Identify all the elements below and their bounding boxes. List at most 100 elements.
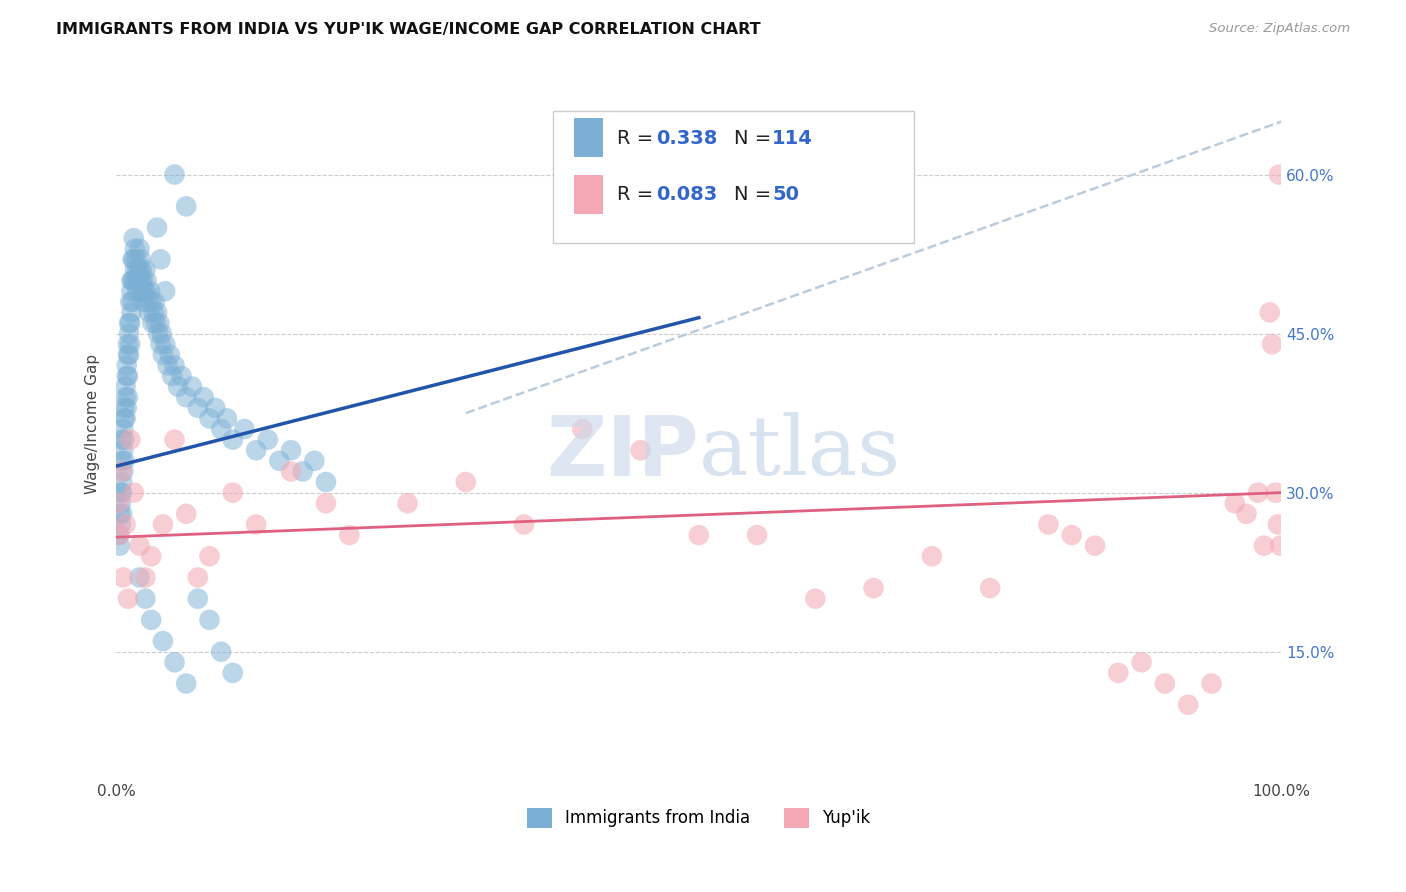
Point bbox=[280, 465, 302, 479]
Point bbox=[112, 465, 135, 479]
Point bbox=[118, 348, 141, 362]
Point bbox=[571, 422, 593, 436]
Point bbox=[108, 539, 131, 553]
Point bbox=[163, 433, 186, 447]
Point bbox=[121, 252, 143, 267]
Point bbox=[120, 284, 142, 298]
Point bbox=[134, 591, 156, 606]
Point bbox=[149, 337, 172, 351]
Point bbox=[688, 528, 710, 542]
Point bbox=[118, 326, 141, 341]
Point bbox=[124, 242, 146, 256]
Point bbox=[1261, 337, 1284, 351]
Text: N =: N = bbox=[734, 128, 778, 148]
Point bbox=[134, 284, 156, 298]
Point bbox=[138, 305, 160, 319]
Point bbox=[152, 634, 174, 648]
Point bbox=[163, 168, 186, 182]
Point bbox=[111, 454, 134, 468]
Text: R =: R = bbox=[617, 186, 659, 204]
Point bbox=[110, 496, 132, 510]
Point bbox=[146, 220, 169, 235]
Point bbox=[117, 390, 139, 404]
Point bbox=[187, 570, 209, 584]
Point bbox=[108, 528, 131, 542]
Point bbox=[121, 294, 143, 309]
Point bbox=[122, 231, 145, 245]
Point bbox=[745, 528, 768, 542]
Point bbox=[131, 284, 153, 298]
Point bbox=[120, 337, 142, 351]
Point bbox=[155, 284, 177, 298]
Point bbox=[1107, 665, 1129, 680]
Point bbox=[141, 316, 163, 330]
Point bbox=[127, 263, 149, 277]
Point bbox=[145, 316, 167, 330]
Point bbox=[222, 665, 245, 680]
Point bbox=[233, 422, 256, 436]
Point bbox=[115, 359, 138, 373]
Text: 0.083: 0.083 bbox=[655, 186, 717, 204]
Point bbox=[163, 359, 186, 373]
Point bbox=[630, 443, 652, 458]
Point bbox=[111, 465, 134, 479]
Point bbox=[215, 411, 238, 425]
Text: ZIP: ZIP bbox=[547, 411, 699, 492]
Point bbox=[1247, 485, 1270, 500]
Point bbox=[128, 539, 150, 553]
Point bbox=[128, 263, 150, 277]
Point bbox=[111, 433, 134, 447]
Point bbox=[121, 274, 143, 288]
Point bbox=[337, 528, 360, 542]
Bar bbox=[574, 119, 603, 157]
Point bbox=[256, 433, 278, 447]
Point bbox=[112, 570, 135, 584]
Point bbox=[979, 581, 1001, 595]
Text: 0.338: 0.338 bbox=[655, 128, 717, 148]
Point bbox=[148, 316, 170, 330]
Point bbox=[112, 443, 135, 458]
Text: IMMIGRANTS FROM INDIA VS YUP'IK WAGE/INCOME GAP CORRELATION CHART: IMMIGRANTS FROM INDIA VS YUP'IK WAGE/INC… bbox=[56, 22, 761, 37]
Point bbox=[120, 316, 142, 330]
Point bbox=[117, 591, 139, 606]
Point bbox=[125, 274, 148, 288]
Point bbox=[304, 454, 326, 468]
Point bbox=[132, 274, 155, 288]
Point bbox=[159, 348, 181, 362]
Point bbox=[143, 294, 166, 309]
Point bbox=[142, 305, 165, 319]
Point bbox=[149, 252, 172, 267]
Point bbox=[112, 411, 135, 425]
Point bbox=[1038, 517, 1060, 532]
Point bbox=[127, 284, 149, 298]
Text: N =: N = bbox=[734, 186, 778, 204]
Point bbox=[120, 305, 142, 319]
Point bbox=[204, 401, 226, 415]
Text: atlas: atlas bbox=[699, 412, 901, 492]
Point bbox=[269, 454, 291, 468]
Point bbox=[112, 433, 135, 447]
Point bbox=[111, 507, 134, 521]
Point bbox=[110, 485, 132, 500]
Point bbox=[114, 390, 136, 404]
Point bbox=[152, 348, 174, 362]
Point bbox=[120, 433, 142, 447]
Point bbox=[141, 294, 163, 309]
Point bbox=[135, 274, 157, 288]
Point bbox=[1253, 539, 1275, 553]
Point bbox=[117, 348, 139, 362]
Point bbox=[245, 443, 267, 458]
Point bbox=[193, 390, 215, 404]
Text: 114: 114 bbox=[772, 128, 813, 148]
Point bbox=[111, 485, 134, 500]
Point bbox=[156, 359, 179, 373]
Point bbox=[804, 591, 827, 606]
Point bbox=[1270, 539, 1292, 553]
Point bbox=[136, 294, 159, 309]
Text: 50: 50 bbox=[772, 186, 799, 204]
Point bbox=[108, 507, 131, 521]
Point bbox=[141, 613, 163, 627]
Point bbox=[167, 379, 190, 393]
Point bbox=[222, 485, 245, 500]
Point bbox=[1060, 528, 1083, 542]
